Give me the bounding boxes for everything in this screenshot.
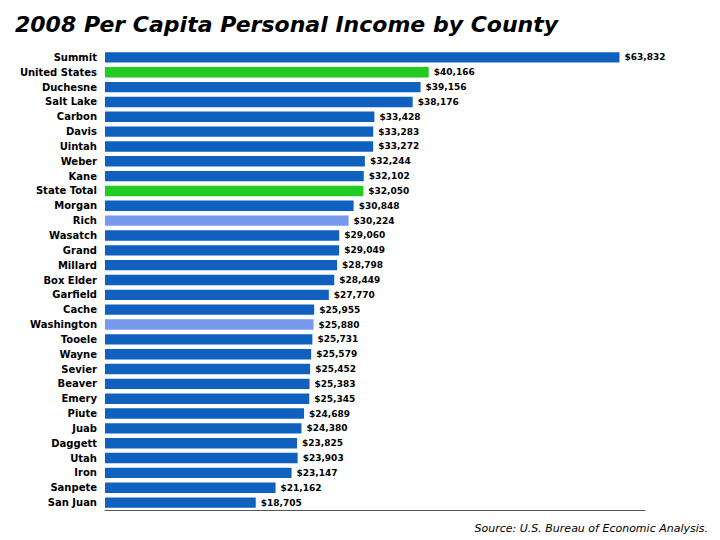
- svg-text:$21,162: $21,162: [281, 483, 322, 493]
- svg-text:Juab: Juab: [71, 423, 97, 434]
- svg-text:Millard: Millard: [58, 260, 97, 271]
- svg-text:Source: U.S. Bureau of Economi: Source: U.S. Bureau of Economic Analysis…: [475, 522, 708, 535]
- svg-text:Summit: Summit: [54, 52, 98, 63]
- svg-text:Utah: Utah: [70, 453, 97, 464]
- svg-text:Iron: Iron: [74, 467, 97, 478]
- svg-text:Cache: Cache: [63, 304, 97, 315]
- svg-text:$39,156: $39,156: [426, 82, 467, 92]
- svg-text:$30,224: $30,224: [354, 216, 395, 226]
- svg-text:Sevier: Sevier: [61, 364, 97, 375]
- svg-text:Duchesne: Duchesne: [42, 82, 97, 93]
- svg-text:Uintah: Uintah: [60, 141, 97, 152]
- svg-text:Salt Lake: Salt Lake: [45, 96, 97, 107]
- svg-text:$25,452: $25,452: [315, 364, 356, 374]
- svg-text:Tooele: Tooele: [61, 334, 97, 345]
- svg-text:Wasatch: Wasatch: [49, 230, 97, 241]
- svg-text:Davis: Davis: [66, 126, 97, 137]
- svg-text:San Juan: San Juan: [48, 497, 97, 508]
- svg-text:$40,166: $40,166: [434, 67, 475, 77]
- svg-text:$25,880: $25,880: [319, 320, 360, 330]
- svg-text:$25,345: $25,345: [314, 394, 355, 404]
- svg-text:$25,955: $25,955: [319, 305, 360, 315]
- svg-text:$23,903: $23,903: [303, 453, 344, 463]
- svg-text:Weber: Weber: [61, 156, 97, 167]
- svg-text:State Total: State Total: [36, 185, 97, 196]
- svg-text:Kane: Kane: [69, 171, 98, 182]
- svg-text:Wayne: Wayne: [59, 349, 97, 360]
- svg-text:Rich: Rich: [73, 215, 97, 226]
- svg-text:$27,770: $27,770: [334, 290, 375, 300]
- svg-text:Daggett: Daggett: [51, 438, 97, 449]
- svg-text:$18,705: $18,705: [261, 498, 302, 508]
- svg-text:Sanpete: Sanpete: [50, 482, 97, 493]
- svg-text:Garfield: Garfield: [52, 289, 97, 300]
- svg-text:$29,060: $29,060: [344, 230, 385, 240]
- svg-text:$32,050: $32,050: [368, 186, 409, 196]
- svg-text:$33,428: $33,428: [379, 112, 420, 122]
- svg-text:$33,283: $33,283: [378, 127, 419, 137]
- svg-text:$38,176: $38,176: [418, 97, 459, 107]
- svg-text:$30,848: $30,848: [359, 201, 400, 211]
- svg-text:Piute: Piute: [68, 408, 98, 419]
- svg-text:$28,798: $28,798: [342, 260, 383, 270]
- svg-text:United States: United States: [20, 67, 97, 78]
- svg-text:Washington: Washington: [30, 319, 97, 330]
- svg-text:Morgan: Morgan: [54, 200, 97, 211]
- svg-text:$23,147: $23,147: [297, 468, 338, 478]
- svg-text:$24,689: $24,689: [309, 409, 350, 419]
- svg-text:$32,244: $32,244: [370, 156, 411, 166]
- svg-text:$23,825: $23,825: [302, 438, 343, 448]
- svg-text:Grand: Grand: [63, 245, 97, 256]
- svg-text:$25,579: $25,579: [316, 349, 357, 359]
- svg-text:$24,380: $24,380: [306, 423, 347, 433]
- svg-text:Carbon: Carbon: [57, 111, 97, 122]
- svg-text:$29,049: $29,049: [344, 245, 385, 255]
- svg-text:$32,102: $32,102: [369, 171, 410, 181]
- svg-text:Emery: Emery: [62, 393, 98, 404]
- svg-text:$25,731: $25,731: [317, 334, 358, 344]
- svg-text:$63,832: $63,832: [624, 52, 665, 62]
- svg-text:2008 Per Capita Personal Incom: 2008 Per Capita Personal Income by Count…: [15, 12, 560, 37]
- svg-text:$28,449: $28,449: [339, 275, 380, 285]
- svg-text:$33,272: $33,272: [378, 141, 419, 151]
- svg-text:Beaver: Beaver: [58, 378, 97, 389]
- svg-text:$25,383: $25,383: [315, 379, 356, 389]
- svg-text:Box Elder: Box Elder: [43, 275, 97, 286]
